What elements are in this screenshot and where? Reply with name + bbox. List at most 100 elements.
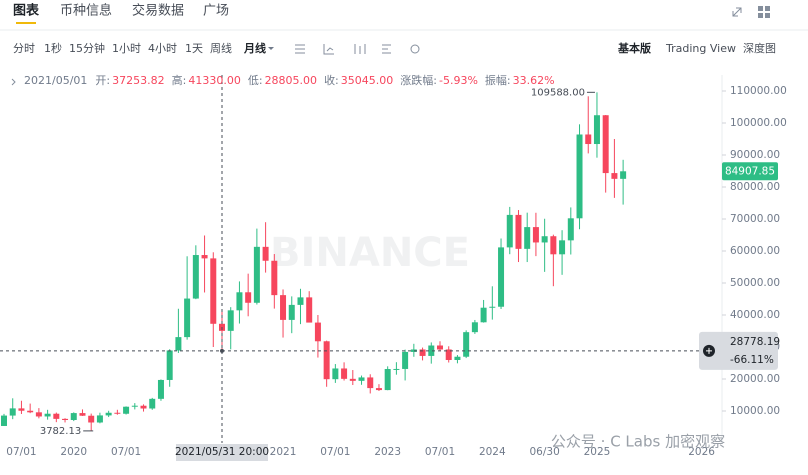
candle-body <box>44 413 51 417</box>
grid-icon <box>758 13 763 18</box>
candle-body <box>393 368 400 370</box>
candle-body <box>96 415 103 423</box>
candle-body <box>245 292 252 303</box>
candle-body <box>506 214 513 248</box>
candle-body <box>532 227 539 243</box>
tab[interactable]: 广场 <box>203 4 229 19</box>
candle-body <box>358 377 365 381</box>
view-option[interactable]: 深度图 <box>743 41 776 55</box>
plus <box>706 347 712 354</box>
candle-body <box>105 412 112 416</box>
y-tick-label: 90000.00 <box>730 149 780 161</box>
candle-body <box>576 134 583 219</box>
interval[interactable]: 1天 <box>185 42 203 55</box>
y-tick-label: 50000.00 <box>730 277 780 289</box>
candle-body <box>288 304 295 320</box>
candle-body <box>9 408 16 416</box>
y-tick-label: 110000.00 <box>730 85 787 97</box>
candle-body <box>524 227 531 249</box>
candle-body <box>227 310 234 331</box>
candle-body <box>297 297 304 305</box>
candle-body <box>262 246 269 261</box>
interval-active[interactable]: 月线 <box>243 41 266 55</box>
candle-body <box>349 378 356 381</box>
expand-icon[interactable] <box>732 7 742 17</box>
crosshair-price: 28778.19 <box>730 336 780 348</box>
tab[interactable]: 交易数据 <box>132 3 184 19</box>
x-tick-label: 2024 <box>479 446 506 458</box>
x-tick-label: 07/01 <box>6 446 36 458</box>
candle-body <box>480 307 487 323</box>
candle-body <box>559 240 566 255</box>
candle-body <box>210 258 217 324</box>
y-tick-label: 40000.00 <box>730 309 780 321</box>
candle-body <box>550 236 557 255</box>
candle-body <box>314 322 321 342</box>
grid-icon <box>765 6 770 11</box>
candle-body <box>437 345 443 350</box>
y-tick-label: 80000.00 <box>730 181 780 193</box>
interval[interactable]: 分时 <box>13 42 35 55</box>
y-tick-label: 10000.00 <box>730 405 780 417</box>
candle-body <box>236 292 243 311</box>
x-tick-label: 2026 <box>688 446 715 458</box>
watermark: BINANCE <box>270 230 470 276</box>
y-tick-label: 20000.00 <box>730 373 780 385</box>
tab[interactable]: 图表 <box>13 3 40 19</box>
crosshair-time-box <box>176 444 268 461</box>
candle-body <box>402 351 409 369</box>
toolbar-icons[interactable] <box>295 44 420 55</box>
y-tick-label: 70000.00 <box>730 213 780 225</box>
view-option[interactable]: Trading View <box>665 42 736 55</box>
candle-body <box>175 337 182 351</box>
candle-body <box>35 412 42 417</box>
x-tick-label: 2020 <box>60 446 87 458</box>
candle-body <box>184 298 191 338</box>
last-price-label: 84907.85 <box>725 165 775 177</box>
candle-body <box>70 413 77 420</box>
grid-icon[interactable] <box>758 6 763 11</box>
interval[interactable]: 15分钟 <box>69 41 105 55</box>
y-tick-label: 60000.00 <box>730 245 780 257</box>
candle-body <box>123 406 130 414</box>
info-value: 35045.00 <box>341 74 394 87</box>
interval[interactable]: 4小时 <box>148 42 177 55</box>
candle-body <box>79 413 86 416</box>
candle-body <box>567 218 574 241</box>
grid-icon <box>765 13 770 18</box>
interval[interactable]: 1小时 <box>112 42 141 55</box>
info-label: 收: <box>324 73 339 87</box>
candle-body <box>271 260 278 296</box>
interval[interactable]: 周线 <box>210 41 232 55</box>
crosshair-change: -66.11% <box>730 354 774 366</box>
view-option[interactable]: 基本版 <box>617 41 651 55</box>
info-label: 高: <box>172 73 187 87</box>
candle-body <box>489 306 496 308</box>
candle-body <box>602 115 609 174</box>
candle-body <box>463 332 470 357</box>
x-tick-label: 2021 <box>270 446 297 458</box>
candle-body <box>611 173 618 179</box>
info-value: 33.62% <box>513 74 555 87</box>
info-date: 2021/05/01 <box>24 74 87 87</box>
candle-body <box>367 377 374 389</box>
crosshair-box <box>699 331 778 370</box>
x-tick-label: 07/01 <box>320 446 350 458</box>
tab-underline <box>16 22 36 24</box>
tab[interactable]: 币种信息 <box>60 3 112 19</box>
candle-body <box>131 405 138 407</box>
last-price-badge <box>722 162 778 181</box>
interval[interactable]: 1秒 <box>44 41 62 55</box>
x-tick-label: 06/30 <box>530 446 560 458</box>
candle-body <box>18 408 25 411</box>
candle-body <box>375 388 382 391</box>
candle-body <box>515 214 522 249</box>
info-value: 41330.00 <box>188 74 241 87</box>
collapse-icon[interactable] <box>11 78 16 86</box>
crosshair-dot <box>220 348 224 353</box>
info-label: 低: <box>248 74 263 87</box>
info-value: -5.93% <box>439 74 478 87</box>
candle-body <box>140 405 147 409</box>
